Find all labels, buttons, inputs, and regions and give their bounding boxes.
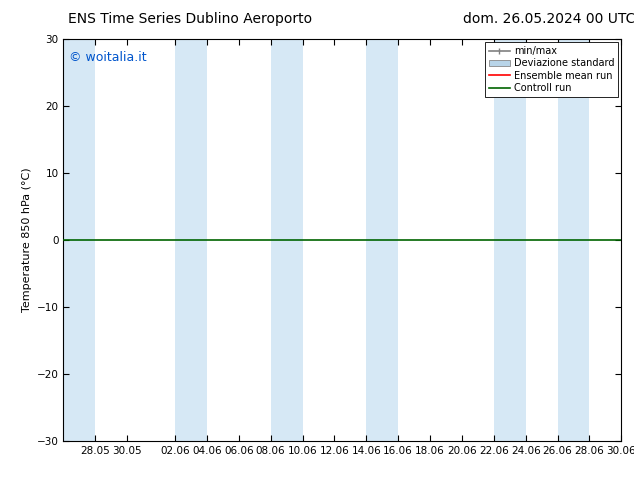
Bar: [175, 39, 207, 441]
Text: © woitalia.it: © woitalia.it: [69, 51, 146, 64]
Bar: [557, 39, 590, 441]
Text: ENS Time Series Dublino Aeroporto: ENS Time Series Dublino Aeroporto: [68, 12, 313, 26]
Text: dom. 26.05.2024 00 UTC: dom. 26.05.2024 00 UTC: [463, 12, 634, 26]
Bar: [494, 39, 526, 441]
Y-axis label: Temperature 850 hPa (°C): Temperature 850 hPa (°C): [22, 168, 32, 313]
Bar: [63, 39, 95, 441]
Legend: min/max, Deviazione standard, Ensemble mean run, Controll run: min/max, Deviazione standard, Ensemble m…: [485, 42, 618, 97]
Bar: [366, 39, 398, 441]
Bar: [271, 39, 302, 441]
